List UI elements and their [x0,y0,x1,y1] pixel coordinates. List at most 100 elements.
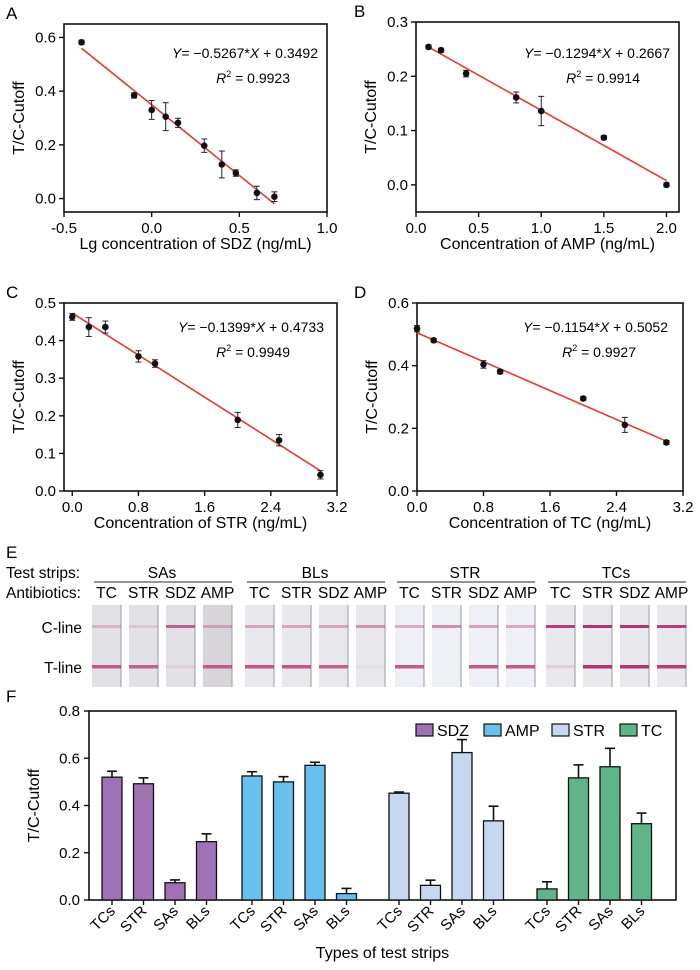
strip-group-bls: BLs TC STR SDZ AMP [245,565,387,687]
data-point [275,436,283,444]
x-tick-label: 1.6 [540,499,561,516]
y-tick-label: 0.3 [387,14,408,31]
y-tick-label: 0.2 [35,408,56,425]
data-point [462,70,470,77]
antibiotic-label: AMP [504,585,538,602]
regression-equation: Y= −0.1294*X + 0.2667 [524,45,670,61]
strip-body [546,605,575,687]
data-point [425,43,432,51]
t-line-band [506,665,535,669]
x-tick-label: 0.8 [128,499,149,516]
x-tick-label: 2.4 [606,499,627,516]
strip-body [166,605,195,687]
bar [304,764,326,901]
panel-label: B [354,2,365,21]
strip-body [245,605,274,687]
x-tick-label: BLs [470,903,500,933]
r2-superscript: 2 [572,343,577,353]
y-tick-label: 0.8 [59,703,80,720]
strip-body [356,605,385,687]
y-axis-label: T/C-Cutoff [364,360,381,434]
bar [451,751,473,901]
t-line-band [546,665,575,669]
plot-frame [63,302,338,492]
antibiotic-label: AMP [655,585,689,602]
x-axis-label: Concentration of STR (ng/mL) [94,515,307,532]
data-point [130,92,138,99]
bar [482,820,505,901]
r2-symbol: R [216,344,226,360]
strip-body [282,605,311,687]
r-squared: R2 = 0.9927 [562,343,636,360]
x-tick-label: 1.0 [531,220,552,237]
regression-equation: Y= −0.1399*X + 0.4733 [178,319,324,335]
y-tick-label: 0.2 [35,137,56,154]
equation-x-symbol: X [249,45,260,61]
strip-body [506,605,535,687]
legend-item: AMP [483,723,540,740]
c-line-band [319,625,348,628]
x-tick-label: 1.6 [194,499,215,516]
y-tick-label: 0.2 [387,68,408,85]
x-tick-label: SAs [585,903,616,934]
data-point [317,471,324,479]
test-strip [245,605,275,687]
r2-value: = 0.9927 [577,344,636,360]
strip-group-name: TCs [602,565,631,582]
test-strip [657,605,687,687]
antibiotic-label: SDZ [165,585,196,602]
antibiotic-label: TC [96,585,117,602]
y-tick-label: 0.6 [388,295,409,312]
t-line-band [356,665,385,669]
c-line-band [546,625,575,628]
equation-slope: = −0.1399* [187,319,256,335]
x-tick-label: BLs [618,903,648,933]
y-tick-label: 0.2 [388,420,409,437]
x-tick-label: STR [552,903,585,936]
y-tick-label: 0.1 [35,445,56,462]
y-axis-label: T/C-Cutoff [11,81,28,155]
test-strip [469,605,499,687]
t-line-label: T-line [44,660,82,677]
t-line-band [620,665,649,669]
data-point [579,395,587,402]
t-line-band [583,665,612,669]
legend-label: AMP [505,723,540,740]
r-squared: R2 = 0.9949 [216,343,290,360]
t-line-band [166,665,195,669]
strip-group-name: BLs [302,565,329,582]
x-axis-label: Concentration of TC (ng/mL) [449,515,651,532]
antibiotic-label: TC [550,585,571,602]
t-line-band [245,665,274,669]
r-squared: R2 = 0.9914 [566,69,640,86]
y-tick-label: 0.0 [59,892,80,909]
antibiotic-label: STR [431,585,462,602]
equation-intercept: + 0.3492 [259,45,318,61]
test-strip [203,605,233,687]
x-tick-label: 0.0 [141,220,162,237]
x-tick-label: TCs [522,903,553,934]
regression-equation: Y= −0.1154*X + 0.5052 [523,319,668,335]
y-tick-label: 0.5 [35,295,56,312]
x-tick-label: 0.0 [62,499,83,516]
data-point [218,161,226,168]
c-line-band [129,625,158,628]
data-point [162,113,169,120]
y-tick-label: 0.4 [35,333,56,350]
t-line-band [319,665,348,669]
x-tick-label: BLs [183,903,213,933]
x-tick-label: TCs [227,903,258,934]
bar [536,888,558,901]
test-strip [432,605,462,687]
data-point [430,336,437,344]
bar [195,840,218,901]
data-point [200,142,208,149]
strip-group-str: STR TC STR SDZ AMP [395,565,537,687]
antibiotic-label: STR [128,585,159,602]
equation-y-symbol: Y [523,319,534,335]
equation-y-symbol: Y [178,319,189,335]
c-line-band [432,625,461,628]
equation-intercept: + 0.2667 [611,45,670,61]
